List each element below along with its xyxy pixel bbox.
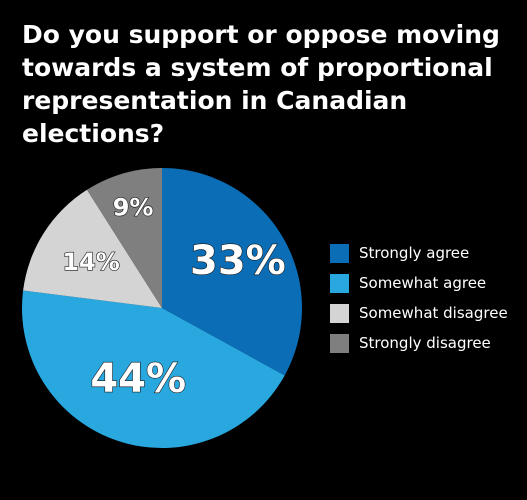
legend-label: Strongly disagree [359, 333, 491, 352]
legend-label: Somewhat disagree [359, 303, 508, 322]
legend-item: Strongly agree [330, 238, 508, 268]
pie-slice-strongly-disagree [86, 168, 162, 308]
slice-value-label: 44% [90, 356, 186, 402]
legend-swatch [330, 303, 349, 323]
slice-value-label: 33% [190, 238, 286, 284]
pie-slice-strongly-agree [162, 168, 302, 376]
legend-item: Strongly disagree [330, 328, 508, 358]
chart-title: Do you support or oppose moving towards … [22, 20, 500, 148]
legend-label: Somewhat agree [359, 273, 487, 292]
legend-swatch [330, 243, 349, 263]
legend-swatch [330, 333, 349, 353]
pie-slice-somewhat-disagree [23, 189, 162, 308]
legend-item: Somewhat disagree [330, 298, 508, 328]
slice-value-label: 14% [62, 248, 119, 276]
chart-legend: Strongly agree Somewhat agree Somewhat dis… [330, 238, 508, 358]
legend-item: Somewhat agree [330, 268, 508, 298]
legend-swatch [330, 273, 349, 293]
pie-slice-somewhat-agree [21, 290, 285, 449]
legend-label: Strongly agree [359, 243, 470, 262]
slice-value-label: 9% [113, 194, 154, 222]
